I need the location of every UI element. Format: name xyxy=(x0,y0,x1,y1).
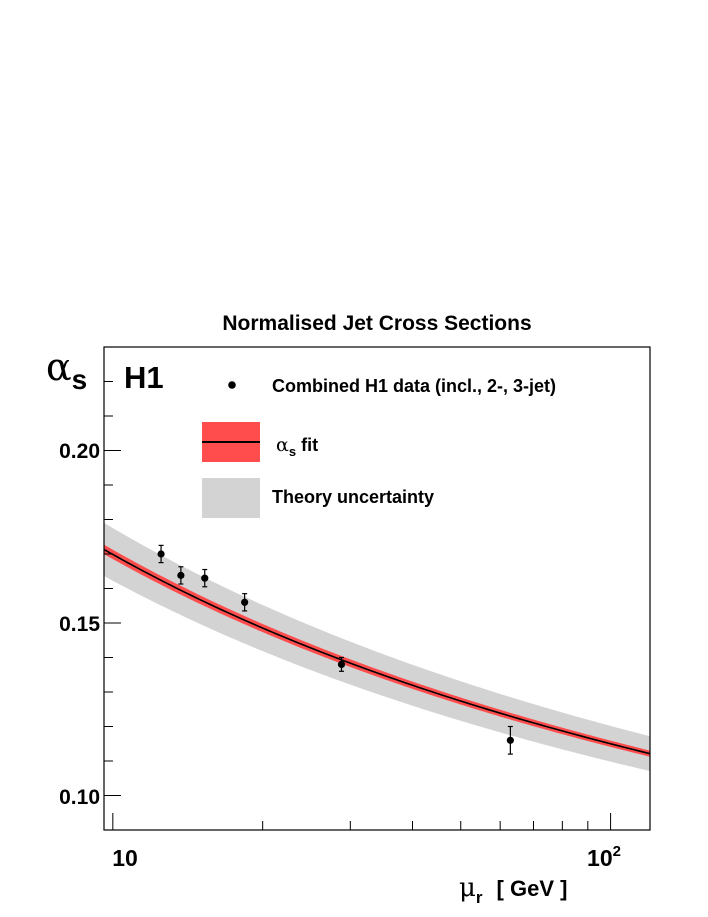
x-tick-label-100: 102 xyxy=(587,843,621,871)
data-point-3 xyxy=(241,598,249,606)
y-tick-label-0.20: 0.20 xyxy=(59,440,100,463)
fit-line xyxy=(104,548,650,755)
legend: Combined H1 data (incl., 2-, 3-jet) αs f… xyxy=(202,376,556,518)
x-axis-label: μr [ GeV ] xyxy=(459,873,567,907)
y-tick-label-0.10: 0.10 xyxy=(59,786,100,809)
legend-fit-subscript: s xyxy=(289,444,296,459)
legend-fit-symbol: α xyxy=(276,434,289,456)
chart-title: Normalised Jet Cross Sections xyxy=(222,312,531,335)
data-point-5 xyxy=(506,736,514,744)
legend-fit-label: αs fit xyxy=(276,434,318,459)
bands-layer xyxy=(104,522,650,772)
data-point-1 xyxy=(177,571,185,579)
legend-theory-label: Theory uncertainty xyxy=(272,487,434,507)
legend-marker-icon xyxy=(228,381,236,389)
y-axis-subscript: s xyxy=(72,364,88,395)
y-tick-label-0.15: 0.15 xyxy=(59,613,100,636)
legend-fit-text: fit xyxy=(296,435,318,455)
y-axis-label: αs xyxy=(46,345,87,395)
data-point-4 xyxy=(337,660,346,669)
x-axis-subscript: r xyxy=(476,888,483,907)
data-points-layer xyxy=(157,544,514,755)
x-axis-unit: [ GeV ] xyxy=(497,876,568,901)
x-tick-label-100-base: 10 xyxy=(587,845,613,871)
legend-data-label: Combined H1 data (incl., 2-, 3-jet) xyxy=(272,376,556,396)
data-point-2 xyxy=(201,574,209,582)
theory-uncertainty-band xyxy=(104,522,650,772)
y-axis-symbol: α xyxy=(46,345,72,389)
legend-theory-swatch xyxy=(202,478,260,518)
x-axis-symbol: μ xyxy=(459,873,476,903)
data-point-0 xyxy=(157,550,165,558)
x-tick-label-100-exp: 2 xyxy=(613,843,621,860)
experiment-label: H1 xyxy=(124,360,164,395)
x-tick-label-10: 10 xyxy=(112,845,138,871)
frame-layer xyxy=(103,346,651,831)
